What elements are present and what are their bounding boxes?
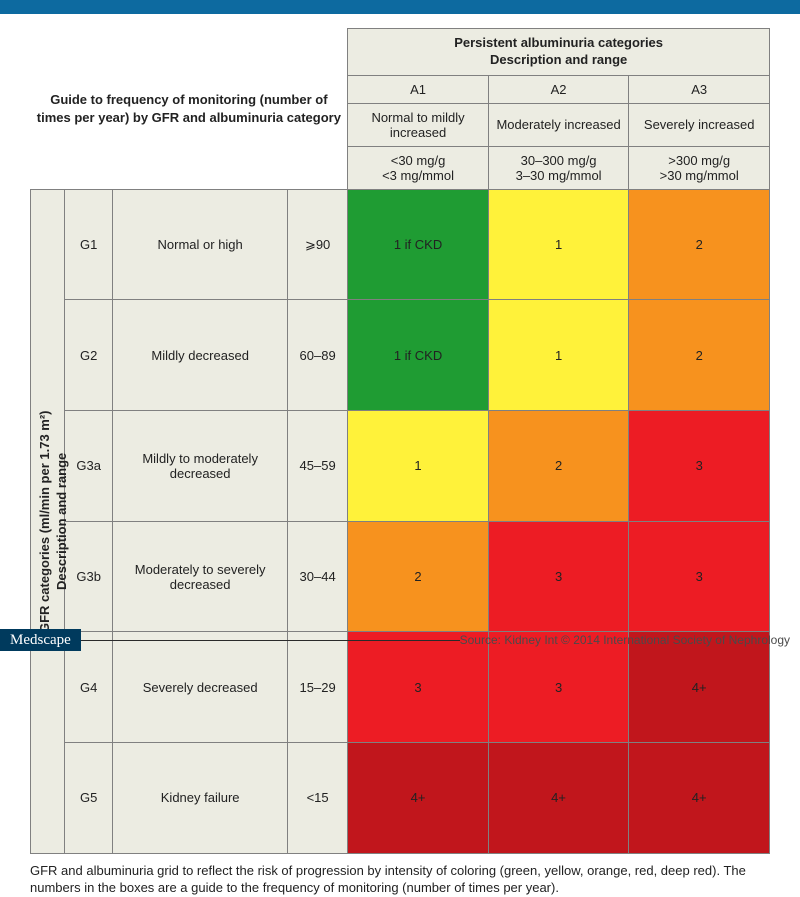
gfr-row-g3b: G3b Moderately to severely decreased 30–…: [31, 521, 770, 632]
risk-cell: 3: [629, 411, 770, 522]
alb-range-a1: <30 mg/g<3 mg/mmol: [348, 146, 489, 189]
gfr-range: ⩾90: [288, 189, 348, 300]
alb-code-a3: A3: [629, 75, 770, 103]
risk-cell: 1: [488, 189, 629, 300]
risk-cell: 4+: [348, 743, 489, 854]
footer: Medscape Source: Kidney Int © 2014 Inter…: [0, 629, 800, 651]
alb-code-a2: A2: [488, 75, 629, 103]
gfr-desc: Mildly to moderately decreased: [113, 411, 288, 522]
risk-cell: 2: [629, 300, 770, 411]
gfr-row-g3a: G3a Mildly to moderately decreased 45–59…: [31, 411, 770, 522]
gfr-desc: Normal or high: [113, 189, 288, 300]
gfr-range: 60–89: [288, 300, 348, 411]
footer-source: Source: Kidney Int © 2014 International …: [460, 629, 800, 651]
risk-cell: 2: [629, 189, 770, 300]
alb-range-a3: >300 mg/g>30 mg/mmol: [629, 146, 770, 189]
gfr-desc: Moderately to severely decreased: [113, 521, 288, 632]
ckd-risk-grid: Guide to frequency of monitoring (number…: [0, 14, 800, 854]
alb-range-a2: 30–300 mg/g3–30 mg/mmol: [488, 146, 629, 189]
gfr-range: <15: [288, 743, 348, 854]
alb-desc-a3: Severely increased: [629, 103, 770, 146]
gfr-desc: Mildly decreased: [113, 300, 288, 411]
alb-desc-a1: Normal to mildly increased: [348, 103, 489, 146]
risk-cell: 4+: [488, 743, 629, 854]
alb-code-a1: A1: [348, 75, 489, 103]
albuminuria-header: Persistent albuminuria categoriesDescrip…: [348, 29, 770, 76]
gfr-range: 45–59: [288, 411, 348, 522]
gfr-row-g1: GFR categories (ml/min per 1.73 m²)Descr…: [31, 189, 770, 300]
risk-cell: 4+: [629, 743, 770, 854]
chart-title: Guide to frequency of monitoring (number…: [31, 29, 348, 190]
footer-brand: Medscape: [0, 629, 81, 651]
caption-text: GFR and albuminuria grid to reflect the …: [0, 854, 800, 897]
alb-desc-a2: Moderately increased: [488, 103, 629, 146]
gfr-desc: Kidney failure: [113, 743, 288, 854]
risk-cell: 2: [488, 411, 629, 522]
gfr-row-g5: G5 Kidney failure <15 4+ 4+ 4+: [31, 743, 770, 854]
top-bar: [0, 0, 800, 14]
grid-table: Guide to frequency of monitoring (number…: [30, 28, 770, 854]
risk-cell: 2: [348, 521, 489, 632]
gfr-range: 30–44: [288, 521, 348, 632]
risk-cell: 3: [488, 521, 629, 632]
gfr-header-vertical: GFR categories (ml/min per 1.73 m²)Descr…: [31, 189, 65, 853]
risk-cell: 1 if CKD: [348, 300, 489, 411]
risk-cell: 1: [348, 411, 489, 522]
risk-cell: 3: [629, 521, 770, 632]
gfr-row-g2: G2 Mildly decreased 60–89 1 if CKD 1 2: [31, 300, 770, 411]
risk-cell: 1 if CKD: [348, 189, 489, 300]
risk-cell: 1: [488, 300, 629, 411]
